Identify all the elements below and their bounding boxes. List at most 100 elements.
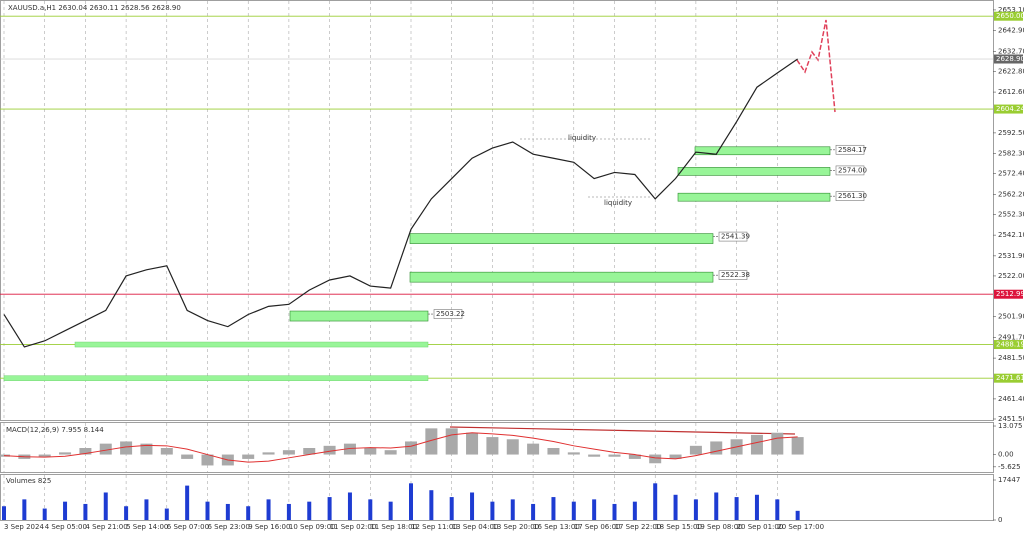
volume-bar — [775, 499, 780, 520]
volume-bar — [83, 503, 88, 520]
volume-bar — [388, 501, 393, 520]
zone-label: 2541.39 — [721, 233, 750, 241]
macd-bar — [181, 454, 194, 459]
macd-bar — [201, 454, 214, 466]
price-frame — [0, 0, 994, 421]
volume-bar — [103, 492, 108, 520]
volume-bar — [470, 492, 475, 520]
volume-bar — [307, 501, 312, 520]
macd-bar — [608, 454, 621, 457]
x-tick-label: 17 Sep 22:00 — [615, 523, 662, 531]
volume-bar — [347, 492, 352, 520]
y-tick-label: 2542.10 — [998, 231, 1024, 239]
level-label: 2650.00 — [996, 12, 1024, 20]
macd-bar — [771, 432, 784, 455]
macd-bar — [445, 428, 458, 455]
y-tick-label: 2622.80 — [998, 67, 1024, 75]
y-tick-label: 2501.90 — [998, 313, 1024, 321]
macd-bar — [140, 443, 153, 455]
x-tick-label: 19 Sep 08:00 — [696, 523, 743, 531]
macd-bar — [242, 454, 255, 459]
x-tick-label: 13 Sep 04:00 — [452, 523, 499, 531]
volume-bar — [185, 485, 190, 520]
y-tick-label: 2531.90 — [998, 252, 1024, 260]
volume-bar — [653, 483, 658, 520]
y-tick-label: 2481.50 — [998, 354, 1024, 362]
volume-bar — [429, 490, 434, 520]
price-line — [3, 58, 798, 348]
volume-bar — [205, 501, 210, 520]
volume-bar — [531, 503, 536, 520]
macd-frame — [0, 422, 994, 473]
x-tick-label: 12 Sep 11:00 — [411, 523, 458, 531]
macd-bar — [303, 448, 316, 455]
level-tag — [994, 11, 1023, 21]
macd-bar — [628, 454, 641, 459]
volume-bar — [632, 501, 637, 520]
y-tick-label: 2632.70 — [998, 47, 1024, 55]
y-tick-label: -5.625 — [998, 463, 1021, 471]
volume-bar — [124, 506, 129, 520]
macd-bar — [99, 443, 112, 455]
annotation: liquidity — [604, 199, 632, 207]
y-tick-label: 2653.10 — [998, 6, 1024, 14]
macd-bar — [791, 437, 804, 455]
y-tick-label: 2522.00 — [998, 272, 1024, 280]
macd-bar — [79, 448, 92, 455]
level-label: 2488.19 — [996, 341, 1024, 349]
current-price-tag — [994, 54, 1023, 64]
y-tick-label: 13.075 — [998, 422, 1023, 430]
y-tick-label: 2592.50 — [998, 129, 1024, 137]
y-tick-label: 2642.90 — [998, 27, 1024, 35]
macd-bar — [384, 450, 397, 455]
macd-bar — [506, 439, 519, 455]
level-label: 2512.99 — [996, 290, 1024, 298]
x-tick-label: 4 Sep 05:00 — [45, 523, 87, 531]
y-tick-label: 0 — [998, 516, 1002, 524]
volume-bar — [612, 503, 617, 520]
y-tick-label: 2552.30 — [998, 210, 1024, 218]
y-tick-label: 0.00 — [998, 451, 1014, 459]
volume-bar — [409, 483, 413, 520]
volume-bar — [693, 499, 698, 520]
zone-label: 2574.00 — [838, 166, 867, 174]
volume-bar — [327, 497, 332, 520]
volume-bar — [551, 497, 556, 520]
volume-bar — [754, 494, 759, 520]
x-tick-label: 3 Sep 2024 — [4, 523, 44, 531]
projection — [796, 19, 836, 113]
zone-label: 2561.30 — [838, 192, 867, 200]
macd-bar — [466, 432, 479, 455]
volume-bar — [714, 492, 719, 520]
macd-bar — [282, 450, 295, 455]
x-tick-label: 6 Sep 23:00 — [208, 523, 250, 531]
macd-bar — [486, 437, 499, 455]
level-tag — [994, 373, 1023, 383]
macd-bar — [364, 448, 377, 455]
zone-label-box — [835, 191, 865, 201]
volume-bar — [571, 501, 576, 520]
volume-bar — [592, 499, 597, 520]
x-tick-label: 20 Sep 17:00 — [777, 523, 824, 531]
y-tick-label: 17447 — [998, 476, 1020, 484]
x-tick-label: 20 Sep 01:00 — [737, 523, 784, 531]
zone — [409, 233, 714, 244]
zone-label-box — [718, 270, 748, 280]
zone-label-box — [718, 231, 748, 242]
volume-bar — [164, 508, 169, 520]
annotation: liquidity — [568, 134, 596, 142]
volume-bar — [449, 497, 454, 520]
volume-bar — [286, 503, 291, 520]
x-tick-label: 10 Sep 09:00 — [289, 523, 336, 531]
zone-label: 2584.17 — [838, 146, 867, 154]
macd-bar — [343, 443, 356, 455]
volume-bar — [144, 499, 149, 520]
zone-label: 2522.38 — [721, 271, 750, 279]
volume-frame — [0, 474, 994, 521]
y-tick-label: 2612.60 — [998, 88, 1024, 96]
level-tag — [994, 104, 1023, 114]
macd-bar — [59, 452, 72, 455]
macd-bar — [710, 441, 723, 455]
y-tick-label: 2461.40 — [998, 395, 1024, 403]
